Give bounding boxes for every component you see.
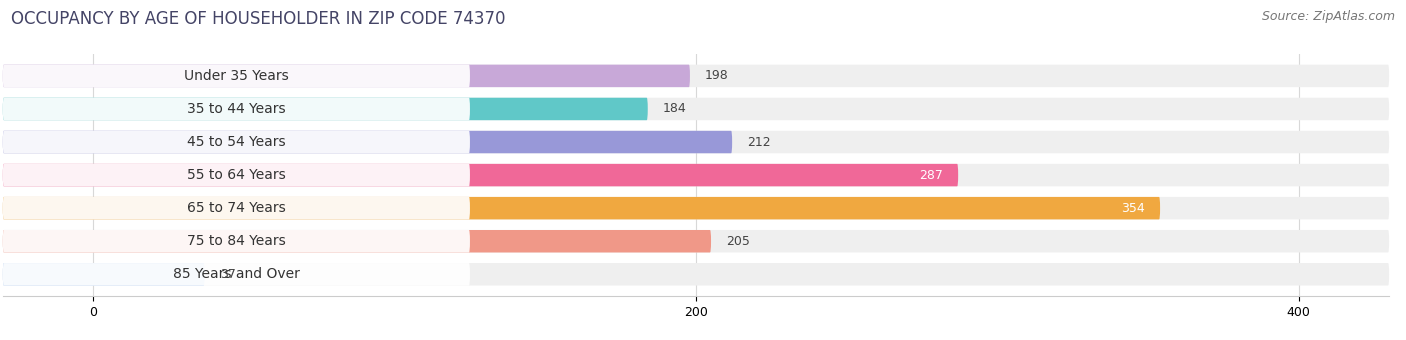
FancyBboxPatch shape [3, 131, 470, 153]
Text: Source: ZipAtlas.com: Source: ZipAtlas.com [1261, 10, 1395, 23]
Text: 75 to 84 Years: 75 to 84 Years [187, 234, 285, 248]
Text: OCCUPANCY BY AGE OF HOUSEHOLDER IN ZIP CODE 74370: OCCUPANCY BY AGE OF HOUSEHOLDER IN ZIP C… [11, 10, 506, 28]
FancyBboxPatch shape [3, 230, 1389, 253]
FancyBboxPatch shape [3, 65, 690, 87]
FancyBboxPatch shape [3, 164, 1389, 186]
FancyBboxPatch shape [3, 230, 470, 253]
FancyBboxPatch shape [3, 263, 205, 286]
Text: 354: 354 [1121, 202, 1144, 215]
Text: Under 35 Years: Under 35 Years [184, 69, 288, 83]
FancyBboxPatch shape [3, 131, 733, 153]
FancyBboxPatch shape [3, 263, 1389, 286]
Text: 65 to 74 Years: 65 to 74 Years [187, 201, 285, 215]
FancyBboxPatch shape [3, 197, 1160, 219]
FancyBboxPatch shape [3, 164, 957, 186]
FancyBboxPatch shape [3, 230, 711, 253]
Text: 212: 212 [747, 136, 770, 149]
Text: 198: 198 [704, 69, 728, 82]
Text: 55 to 64 Years: 55 to 64 Years [187, 168, 285, 182]
Text: 37: 37 [219, 268, 236, 281]
FancyBboxPatch shape [3, 197, 1389, 219]
FancyBboxPatch shape [3, 98, 648, 120]
FancyBboxPatch shape [3, 197, 470, 219]
FancyBboxPatch shape [3, 263, 470, 286]
Text: 35 to 44 Years: 35 to 44 Years [187, 102, 285, 116]
FancyBboxPatch shape [3, 65, 1389, 87]
Text: 85 Years and Over: 85 Years and Over [173, 267, 299, 281]
FancyBboxPatch shape [3, 98, 470, 120]
FancyBboxPatch shape [3, 131, 1389, 153]
Text: 287: 287 [920, 169, 943, 182]
Text: 184: 184 [662, 102, 686, 116]
FancyBboxPatch shape [3, 98, 1389, 120]
FancyBboxPatch shape [3, 164, 470, 186]
FancyBboxPatch shape [3, 65, 470, 87]
Text: 45 to 54 Years: 45 to 54 Years [187, 135, 285, 149]
Text: 205: 205 [725, 235, 749, 248]
